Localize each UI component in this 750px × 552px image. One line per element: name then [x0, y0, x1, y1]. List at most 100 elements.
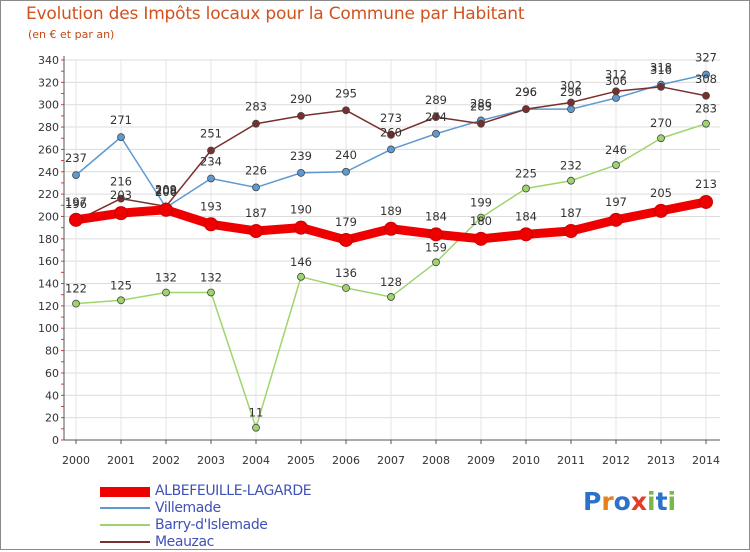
data-label: 136 — [335, 266, 357, 280]
data-label: 213 — [695, 177, 717, 191]
data-point — [252, 119, 260, 128]
legend-swatch-meauzac — [100, 541, 150, 543]
data-point — [702, 119, 710, 128]
y-tick-label: 160 — [38, 255, 59, 268]
data-label: 184 — [425, 209, 447, 223]
logo-letter: o — [613, 487, 631, 516]
data-point — [297, 111, 305, 120]
legend-swatch-barry-d-islemade — [100, 524, 150, 526]
data-label: 283 — [695, 102, 717, 116]
data-label: 246 — [605, 143, 627, 157]
legend-label-albefeuille-lagarde: ALBEFEUILLE-LAGARDE — [155, 483, 312, 499]
data-label: 283 — [245, 100, 267, 114]
data-label: 208 — [155, 184, 177, 198]
data-point — [72, 299, 80, 308]
data-label: 216 — [110, 175, 132, 189]
data-label: 11 — [249, 406, 264, 420]
data-label: 308 — [695, 72, 717, 86]
data-point — [207, 146, 215, 155]
data-label: 196 — [65, 197, 87, 211]
data-point — [207, 174, 215, 183]
legend-label-barry-d-islemade: Barry-d'Islemade — [155, 517, 268, 533]
data-label: 226 — [245, 163, 267, 177]
data-label: 312 — [605, 67, 627, 81]
data-label: 225 — [515, 167, 537, 181]
data-point — [117, 296, 125, 305]
data-point — [432, 129, 440, 138]
data-label: 128 — [380, 275, 402, 289]
data-point — [117, 133, 125, 142]
data-label: 122 — [65, 282, 87, 296]
data-point — [387, 130, 395, 139]
x-tick-label: 2012 — [602, 454, 630, 467]
data-label: 296 — [515, 85, 537, 99]
data-label: 187 — [560, 206, 582, 220]
x-tick-label: 2002 — [152, 454, 180, 467]
data-label: 206 — [155, 185, 177, 199]
data-point — [387, 293, 395, 301]
y-tick-label: 80 — [45, 345, 59, 358]
y-tick-label: 300 — [38, 99, 59, 112]
data-label: 187 — [245, 206, 267, 220]
logo-letter: r — [601, 487, 614, 516]
data-label: 203 — [110, 188, 132, 202]
data-point — [564, 224, 578, 238]
data-point — [387, 145, 395, 154]
legend-label-villemade: Villemade — [155, 500, 221, 516]
data-label: 234 — [200, 154, 222, 168]
data-label: 327 — [695, 51, 717, 65]
data-point — [612, 94, 620, 102]
data-point — [207, 288, 215, 297]
data-point — [567, 105, 575, 114]
data-label: 179 — [335, 215, 357, 229]
data-label: 205 — [650, 186, 672, 200]
x-tick-label: 2013 — [647, 454, 675, 467]
y-tick-label: 100 — [38, 322, 59, 335]
data-label: 199 — [470, 196, 492, 210]
x-tick-label: 2001 — [107, 454, 135, 467]
legend-swatch-villemade — [100, 507, 150, 509]
logo-letter: i — [647, 487, 656, 516]
data-label: 180 — [470, 214, 492, 228]
x-tick-label: 2003 — [197, 454, 225, 467]
x-tick-label: 2009 — [467, 454, 495, 467]
data-label: 240 — [335, 148, 357, 162]
data-label: 232 — [560, 159, 582, 173]
data-label: 197 — [65, 195, 87, 209]
data-label: 132 — [200, 270, 222, 284]
data-label: 189 — [380, 204, 402, 218]
y-tick-label: 260 — [38, 143, 59, 156]
data-label: 125 — [110, 278, 132, 292]
data-label: 159 — [425, 240, 447, 254]
data-label: 251 — [200, 127, 222, 141]
y-tick-label: 60 — [45, 367, 59, 380]
data-point — [432, 258, 440, 267]
data-label: 184 — [515, 209, 537, 223]
data-point — [159, 202, 173, 217]
data-point — [252, 183, 260, 192]
data-label: 146 — [290, 255, 312, 269]
data-point — [654, 203, 668, 218]
data-point — [567, 176, 575, 185]
data-point — [612, 87, 620, 96]
data-point — [612, 161, 620, 169]
data-point — [699, 194, 713, 209]
y-tick-label: 240 — [38, 166, 59, 179]
logo-letter: x — [630, 487, 647, 516]
data-point — [339, 232, 353, 247]
data-label: 260 — [380, 125, 402, 139]
data-point — [162, 288, 170, 297]
data-point — [477, 119, 485, 128]
y-tick-label: 320 — [38, 76, 59, 89]
y-tick-label: 20 — [45, 412, 59, 425]
data-point — [432, 113, 440, 121]
data-point — [294, 220, 308, 235]
data-label: 237 — [65, 151, 87, 165]
x-tick-label: 2005 — [287, 454, 315, 467]
chart-subtitle: (en € et par an) — [28, 28, 115, 41]
data-point — [252, 423, 260, 432]
y-tick-label: 340 — [38, 54, 59, 67]
data-point — [204, 217, 218, 232]
data-point — [522, 105, 530, 114]
